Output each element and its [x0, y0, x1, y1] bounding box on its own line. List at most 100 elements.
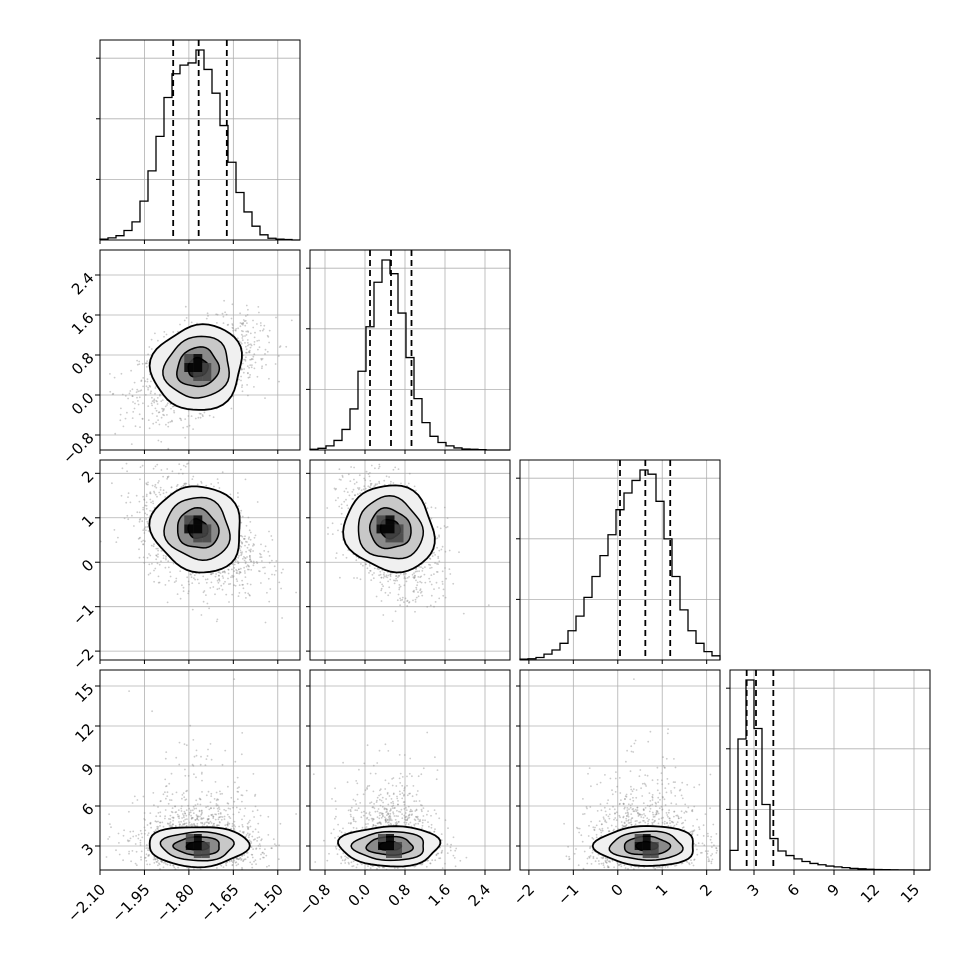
scatter-point	[125, 462, 128, 465]
scatter-point	[243, 858, 246, 861]
hist-panel-3	[726, 669, 931, 871]
scatter-point	[247, 516, 250, 519]
scatter-point	[237, 505, 240, 507]
scatter-point	[244, 360, 247, 362]
scatter-point	[213, 485, 215, 488]
scatter-point	[247, 592, 250, 595]
scatter-point	[246, 314, 249, 316]
scatter-point	[149, 554, 152, 557]
scatter-point	[217, 810, 220, 812]
scatter-point	[260, 556, 263, 558]
scatter-point	[241, 541, 244, 544]
scatter-point	[111, 393, 114, 396]
scatter-point	[347, 507, 350, 510]
scatter-point	[429, 564, 432, 566]
scatter-point	[415, 596, 418, 599]
scatter-point	[168, 782, 171, 785]
scatter-point	[149, 492, 152, 495]
scatter-point	[280, 587, 282, 590]
density-cell	[385, 524, 395, 534]
scatter-point	[382, 576, 385, 579]
scatter-point	[230, 576, 232, 579]
scatter-point	[395, 577, 398, 580]
scatter-point	[358, 474, 361, 477]
scatter-point	[249, 558, 252, 561]
scatter-point	[379, 573, 382, 576]
scatter-point	[140, 380, 143, 382]
scatter-point	[357, 487, 359, 489]
scatter-point	[338, 478, 341, 481]
scatter-point	[207, 748, 209, 751]
scatter-point	[132, 401, 134, 403]
scatter-point	[345, 498, 347, 501]
scatter-point	[346, 504, 349, 507]
scatter-point	[143, 527, 146, 530]
scatter-point	[144, 380, 147, 383]
scatter-point	[236, 570, 238, 572]
scatter-point	[132, 830, 135, 833]
scatter-point	[436, 562, 438, 565]
scatter-point	[248, 343, 250, 346]
scatter-point	[165, 785, 167, 788]
scatter-point	[351, 491, 354, 493]
scatter-point	[252, 319, 254, 322]
scatter-point	[420, 575, 423, 578]
scatter-point	[130, 443, 133, 445]
scatter-point	[196, 483, 199, 486]
scatter-point	[151, 484, 154, 487]
scatter-point	[159, 493, 162, 496]
scatter-point	[245, 561, 247, 563]
scatter-point	[238, 592, 241, 594]
scatter-point	[203, 411, 206, 414]
scatter-point	[244, 572, 246, 574]
scatter-point	[123, 829, 125, 832]
scatter-point	[218, 578, 221, 581]
scatter-point	[233, 824, 236, 826]
scatter-point	[160, 560, 162, 563]
scatter-point	[358, 487, 361, 489]
scatter-point	[199, 798, 202, 801]
scatter-point	[166, 478, 169, 480]
scatter-point	[433, 605, 435, 608]
scatter-point	[164, 496, 167, 498]
scatter-point	[337, 529, 339, 532]
scatter-point	[216, 618, 219, 621]
scatter-point	[239, 571, 242, 574]
panel-frame	[99, 249, 301, 451]
scatter-point	[213, 798, 216, 800]
scatter-point	[191, 582, 194, 584]
scatter-point	[159, 393, 161, 396]
scatter-point	[222, 577, 225, 579]
scatter-point	[146, 526, 149, 528]
hist-panel-2	[516, 459, 721, 661]
scatter-point	[271, 573, 273, 576]
scatter-point	[156, 562, 159, 565]
scatter-point	[436, 526, 439, 528]
scatter-point	[241, 362, 244, 365]
scatter-point	[382, 585, 384, 588]
scatter-point	[153, 490, 155, 493]
scatter-point	[235, 569, 238, 571]
scatter-point	[110, 826, 112, 829]
scatter-point	[157, 439, 160, 442]
scatter-panel-1-0	[99, 249, 301, 451]
scatter-point	[162, 408, 164, 410]
scatter-point	[424, 566, 426, 569]
scatter-point	[430, 574, 433, 576]
panel-frame	[99, 459, 301, 661]
scatter-point	[254, 331, 256, 334]
scatter-point	[246, 344, 249, 347]
scatter-point	[377, 467, 380, 470]
scatter-point	[192, 739, 195, 741]
scatter-point	[258, 570, 261, 573]
scatter-point	[239, 512, 242, 514]
scatter-point	[165, 863, 167, 865]
scatter-point	[259, 553, 262, 556]
scatter-point	[369, 570, 372, 572]
scatter-point	[210, 581, 213, 584]
scatter-point	[147, 573, 150, 576]
scatter-point	[245, 789, 248, 792]
scatter-point	[141, 418, 144, 420]
scatter-point	[444, 550, 447, 553]
scatter-point	[349, 480, 352, 482]
